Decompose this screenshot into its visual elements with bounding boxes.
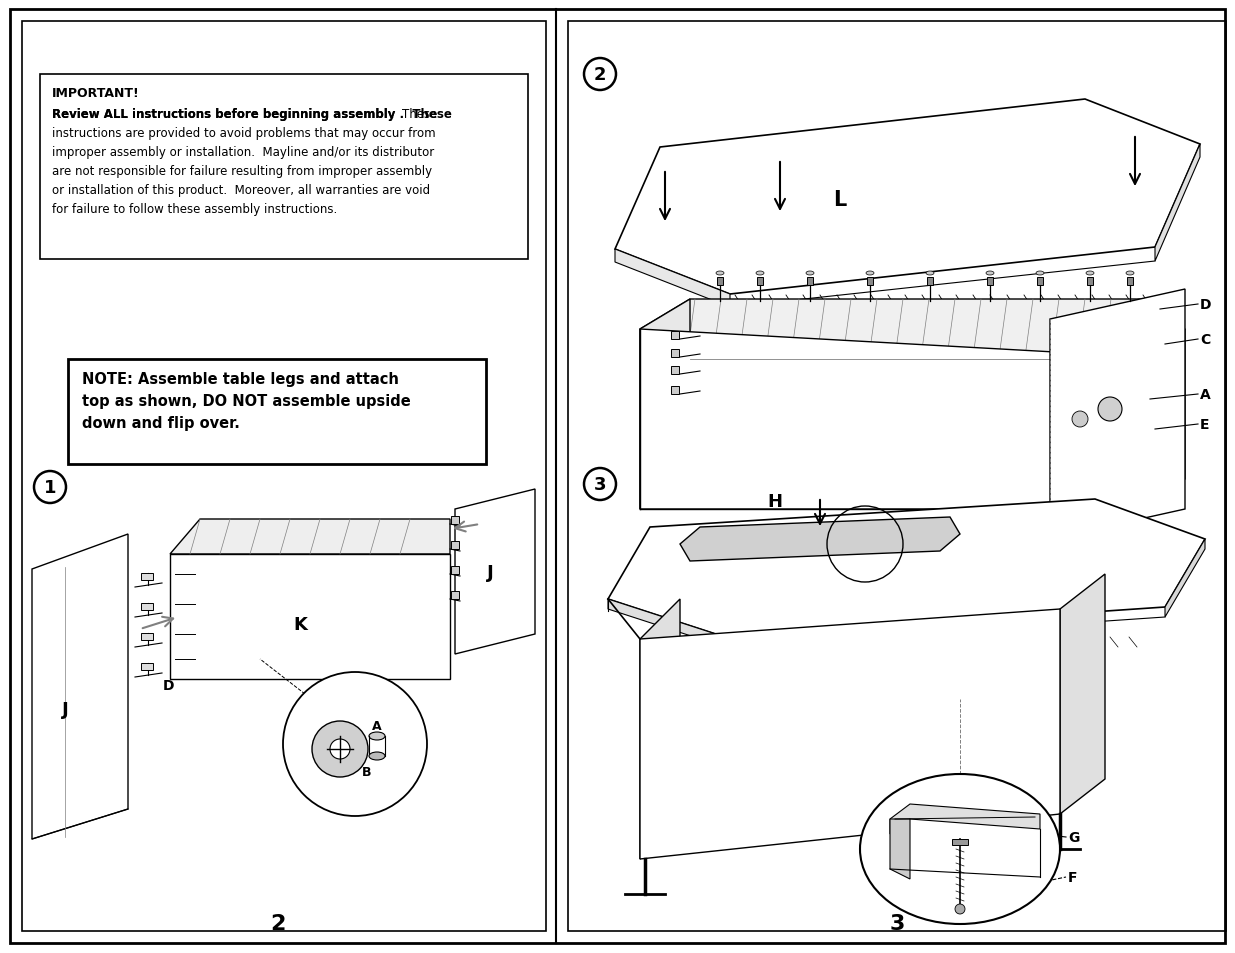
Bar bbox=[22, 22, 546, 931]
Text: top as shown, DO NOT assemble upside: top as shown, DO NOT assemble upside bbox=[82, 394, 411, 409]
Ellipse shape bbox=[369, 732, 385, 740]
Text: K: K bbox=[293, 616, 308, 634]
Text: C: C bbox=[1200, 333, 1210, 347]
Text: IMPORTANT!: IMPORTANT! bbox=[52, 87, 140, 100]
Text: B: B bbox=[362, 765, 372, 779]
Ellipse shape bbox=[986, 272, 994, 275]
Bar bbox=[451, 566, 459, 575]
Polygon shape bbox=[1060, 575, 1105, 814]
Polygon shape bbox=[615, 100, 1200, 294]
Bar bbox=[806, 277, 813, 286]
Polygon shape bbox=[1165, 539, 1205, 618]
Circle shape bbox=[1072, 412, 1088, 428]
Bar bbox=[671, 387, 679, 395]
Circle shape bbox=[330, 740, 350, 760]
Bar bbox=[451, 541, 459, 550]
Polygon shape bbox=[1155, 145, 1200, 262]
Circle shape bbox=[584, 59, 616, 91]
Polygon shape bbox=[170, 555, 450, 679]
Ellipse shape bbox=[716, 272, 724, 275]
Ellipse shape bbox=[369, 752, 385, 760]
Text: A: A bbox=[1200, 388, 1210, 401]
Text: Review ALL instructions before beginning assembly .  These: Review ALL instructions before beginning… bbox=[52, 108, 452, 121]
Bar bbox=[1087, 277, 1093, 286]
Text: J: J bbox=[62, 700, 68, 719]
Polygon shape bbox=[615, 250, 730, 308]
Polygon shape bbox=[680, 517, 960, 561]
Text: 3: 3 bbox=[889, 913, 905, 933]
Circle shape bbox=[35, 472, 65, 503]
Circle shape bbox=[1098, 397, 1123, 421]
Text: are not responsible for failure resulting from improper assembly: are not responsible for failure resultin… bbox=[52, 165, 432, 178]
Text: D: D bbox=[163, 679, 174, 692]
Text: 3: 3 bbox=[594, 476, 606, 494]
Ellipse shape bbox=[806, 272, 814, 275]
Text: J: J bbox=[487, 563, 493, 581]
Text: NOTE: Assemble table legs and attach: NOTE: Assemble table legs and attach bbox=[82, 372, 399, 387]
Polygon shape bbox=[640, 299, 1186, 357]
Text: for failure to follow these assembly instructions.: for failure to follow these assembly ins… bbox=[52, 203, 337, 215]
Bar bbox=[68, 359, 487, 464]
Polygon shape bbox=[640, 609, 1060, 859]
Bar bbox=[718, 277, 722, 286]
Bar bbox=[568, 22, 1226, 931]
Bar bbox=[987, 277, 993, 286]
Bar bbox=[671, 367, 679, 375]
Ellipse shape bbox=[926, 272, 934, 275]
Bar bbox=[927, 277, 932, 286]
Bar bbox=[671, 332, 679, 339]
Ellipse shape bbox=[1086, 272, 1094, 275]
Polygon shape bbox=[640, 599, 680, 859]
Circle shape bbox=[955, 904, 965, 914]
Ellipse shape bbox=[1126, 272, 1134, 275]
Text: L: L bbox=[834, 190, 847, 210]
Text: E: E bbox=[1200, 417, 1209, 432]
Polygon shape bbox=[640, 330, 1145, 510]
Bar bbox=[40, 75, 529, 260]
Polygon shape bbox=[170, 519, 450, 555]
Polygon shape bbox=[608, 599, 725, 647]
Bar bbox=[451, 517, 459, 524]
Ellipse shape bbox=[756, 272, 764, 275]
Ellipse shape bbox=[1036, 272, 1044, 275]
Text: F: F bbox=[1068, 870, 1077, 884]
Polygon shape bbox=[890, 804, 1040, 834]
Polygon shape bbox=[32, 535, 128, 840]
Ellipse shape bbox=[860, 774, 1060, 924]
Circle shape bbox=[584, 469, 616, 500]
Bar bbox=[867, 277, 873, 286]
Bar bbox=[1128, 277, 1132, 286]
Text: improper assembly or installation.  Mayline and/or its distributor: improper assembly or installation. Mayli… bbox=[52, 146, 435, 159]
Text: D: D bbox=[1200, 297, 1212, 312]
Text: instructions are provided to avoid problems that may occur from: instructions are provided to avoid probl… bbox=[52, 127, 436, 140]
Bar bbox=[451, 592, 459, 599]
Polygon shape bbox=[1145, 330, 1186, 510]
Bar bbox=[671, 350, 679, 357]
Polygon shape bbox=[1050, 290, 1186, 539]
Ellipse shape bbox=[866, 272, 874, 275]
Bar bbox=[141, 663, 153, 670]
Text: A: A bbox=[372, 720, 382, 733]
Text: H: H bbox=[767, 493, 783, 511]
Bar bbox=[1037, 277, 1044, 286]
Bar bbox=[757, 277, 763, 286]
Text: 2: 2 bbox=[594, 66, 606, 84]
Text: G: G bbox=[1068, 830, 1079, 844]
Polygon shape bbox=[454, 490, 535, 655]
Bar bbox=[141, 634, 153, 640]
Circle shape bbox=[283, 672, 427, 816]
Bar bbox=[952, 840, 968, 845]
Text: down and flip over.: down and flip over. bbox=[82, 416, 240, 431]
Polygon shape bbox=[608, 499, 1205, 638]
Text: 1: 1 bbox=[43, 478, 57, 497]
Text: or installation of this product.  Moreover, all warranties are void: or installation of this product. Moreove… bbox=[52, 184, 430, 196]
Polygon shape bbox=[640, 299, 690, 510]
Text: .  These: . These bbox=[387, 108, 437, 121]
Bar bbox=[141, 574, 153, 580]
Circle shape bbox=[312, 721, 368, 778]
Text: 2: 2 bbox=[270, 913, 285, 933]
Bar bbox=[141, 603, 153, 610]
Text: Review ALL instructions before beginning assembly: Review ALL instructions before beginning… bbox=[52, 108, 395, 121]
Polygon shape bbox=[890, 820, 910, 879]
